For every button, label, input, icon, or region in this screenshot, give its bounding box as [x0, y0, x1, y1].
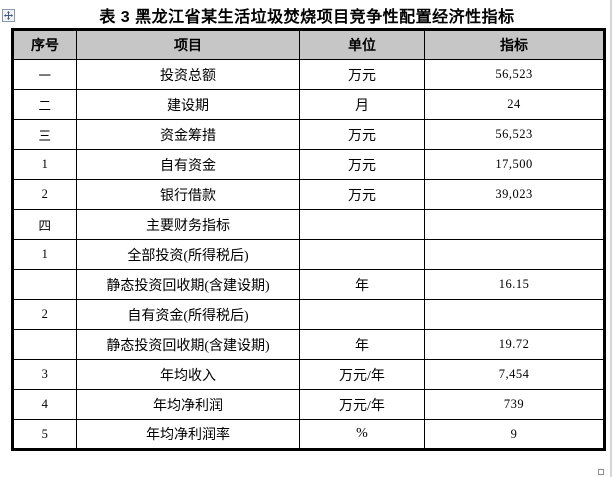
cell-item: 静态投资回收期(含建设期): [76, 329, 300, 360]
table-row: 静态投资回收期(含建设期) 年 19.72: [12, 329, 605, 360]
cell-unit: 年: [299, 329, 425, 360]
table-title: 表 3 黑龙江省某生活垃圾焚烧项目竞争性配置经济性指标: [99, 9, 515, 26]
cell-value: 7,454: [424, 359, 605, 390]
header-row: 序号 项目 单位 指标: [12, 29, 605, 60]
cell-unit: 万元: [299, 119, 425, 150]
cell-no: 四: [12, 209, 77, 240]
cell-unit: [299, 209, 425, 240]
cell-no: 一: [12, 59, 77, 90]
cell-item: 年均收入: [76, 359, 300, 390]
cell-value: [424, 239, 605, 270]
header-cell-item: 项目: [76, 29, 300, 60]
cell-item: 资金筹措: [76, 119, 300, 150]
cell-item: 投资总额: [76, 59, 300, 90]
cell-value: [424, 299, 605, 330]
cell-item: 年均净利润: [76, 389, 300, 420]
table-row: 2 自有资金(所得税后): [12, 299, 605, 330]
economic-indicators-table: 序号 项目 单位 指标 一 投资总额 万元 56,523 二 建设期 月 2 4 …: [11, 28, 606, 451]
header-cell-value: 指标: [424, 29, 605, 60]
cell-unit: 万元: [299, 59, 425, 90]
table-row: 二 建设期 月 24: [12, 89, 605, 120]
table-resize-handle-icon[interactable]: [598, 469, 604, 475]
cell-item: 自有资金(所得税后): [76, 299, 300, 330]
cell-value: 739: [424, 389, 605, 420]
cell-no: [12, 269, 77, 300]
cell-unit: [299, 299, 425, 330]
cell-value: 56,523: [424, 119, 605, 150]
cell-item: 建设期: [76, 89, 300, 120]
cell-unit: 年: [299, 269, 425, 300]
cell-value: 16.15: [424, 269, 605, 300]
cell-item: 银行借款: [76, 179, 300, 210]
cell-unit: 万元/年: [299, 359, 425, 390]
cell-item: 静态投资回收期(含建设期): [76, 269, 300, 300]
cell-value: 9: [424, 419, 605, 450]
cell-item: 自有资金: [76, 149, 300, 180]
table-row: 3 年均收入 万元/年 7,454: [12, 359, 605, 390]
cell-no: 二: [12, 89, 77, 120]
table-row: 三 资金筹措 万元 56,523: [12, 119, 605, 150]
table-row: 一 投资总额 万元 56,523: [12, 59, 605, 90]
table-row: 4 年均净利润 万元/年 739: [12, 389, 605, 420]
cell-unit: 万元/年: [299, 389, 425, 420]
cell-value: 17,500: [424, 149, 605, 180]
cell-value: 39,023: [424, 179, 605, 210]
header-cell-no: 序号: [12, 29, 77, 60]
page-edge-divider: [610, 0, 612, 477]
header-cell-unit: 单位: [299, 29, 425, 60]
cell-no: 5: [12, 419, 77, 450]
cell-no: 3: [12, 359, 77, 390]
cell-no: 2: [12, 179, 77, 210]
table-row: 1 全部投资(所得税后): [12, 239, 605, 270]
cell-value: 19.72: [424, 329, 605, 360]
cell-no: [12, 329, 77, 360]
cell-value: [424, 209, 605, 240]
cell-no: 4: [12, 389, 77, 420]
table-move-handle-icon[interactable]: [2, 9, 15, 22]
cell-value: 56,523: [424, 59, 605, 90]
table-row: 1 自有资金 万元 17,500: [12, 149, 605, 180]
cell-no: 三: [12, 119, 77, 150]
cell-no: 2: [12, 299, 77, 330]
table-row: 四 主要财务指标: [12, 209, 605, 240]
cell-item: 主要财务指标: [76, 209, 300, 240]
cell-item: 全部投资(所得税后): [76, 239, 300, 270]
cell-item: 年均净利润率: [76, 419, 300, 450]
table-row: 静态投资回收期(含建设期) 年 16.15: [12, 269, 605, 300]
cell-no: 1: [12, 239, 77, 270]
cell-unit: [299, 239, 425, 270]
cell-no: 1: [12, 149, 77, 180]
cell-unit: 万元: [299, 149, 425, 180]
cell-unit: 万元: [299, 179, 425, 210]
table-row: 2 银行借款 万元 39,023: [12, 179, 605, 210]
four-way-arrow-icon: [4, 11, 13, 20]
cell-unit: 月: [299, 89, 425, 120]
cell-unit: %: [299, 419, 425, 450]
table-row: 5 年均净利润率 % 9: [12, 419, 605, 450]
cell-value: 24: [424, 89, 605, 120]
